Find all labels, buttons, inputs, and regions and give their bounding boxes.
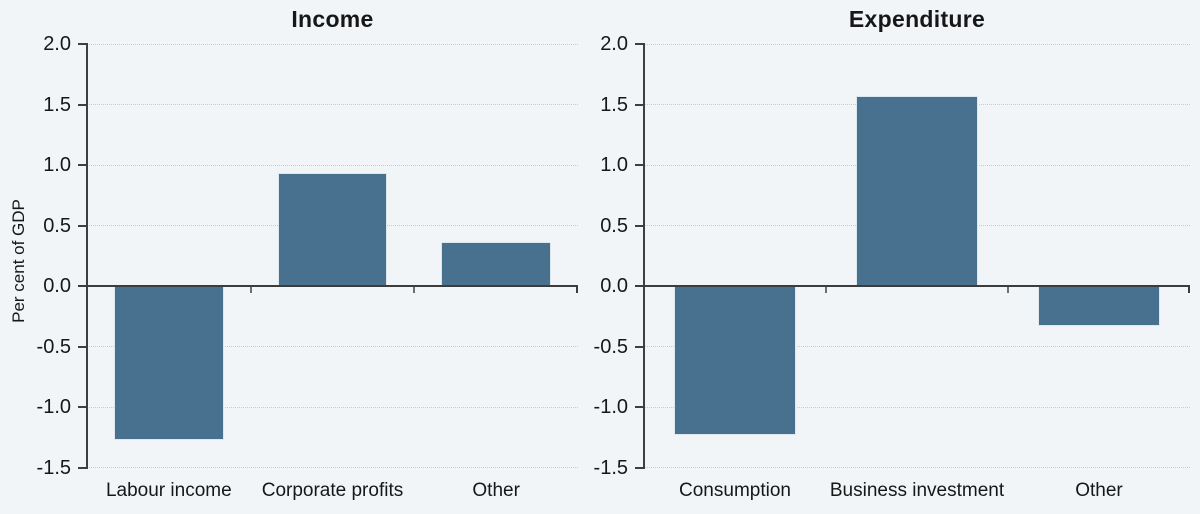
zero-axis-line [78, 285, 578, 287]
y-tick-mark [78, 164, 86, 166]
category-label: Labour income [105, 479, 232, 501]
y-tick-label: 0.5 [43, 214, 71, 237]
y-tick-label: 2.0 [43, 33, 71, 55]
y-tick-mark [635, 224, 643, 227]
y-tick-label: 0.5 [600, 214, 628, 237]
bar-business-investment [856, 96, 978, 286]
y-tick-label: 1.5 [600, 93, 628, 116]
zero-axis-end-tick [1188, 285, 1190, 293]
y-tick-mark [78, 103, 86, 106]
y-tick-label: -1.0 [36, 396, 71, 418]
income-panel-title: Income [291, 6, 374, 32]
y-tick-mark [635, 345, 643, 348]
y-tick-mark [78, 466, 86, 469]
category-label: Business investment [829, 479, 1005, 501]
y-axis-spine [86, 43, 88, 469]
y-tick-mark [635, 164, 643, 166]
category-boundary-tick [249, 287, 252, 293]
bar-other [1038, 286, 1160, 326]
y-tick-label: -1.5 [36, 456, 71, 479]
gridline [644, 346, 1190, 347]
zero-axis-end-tick [576, 285, 578, 293]
y-tick-mark [78, 406, 86, 408]
y-tick-mark [635, 103, 643, 106]
category-boundary-tick [413, 287, 416, 293]
category-boundary-tick [825, 287, 827, 293]
gridline [87, 164, 578, 166]
y-tick-mark [635, 43, 643, 45]
bar-consumption [674, 286, 796, 435]
y-tick-label: 1.5 [43, 93, 71, 116]
y-tick-label: -1.0 [593, 396, 628, 418]
category-label: Other [1075, 479, 1123, 501]
y-tick-mark [635, 406, 643, 408]
income-plot-area: 2.0 1.5 1.0 0.5 0.0 -0.5 -1.0 -1.5 Labour income… [37, 33, 578, 501]
gridline [87, 43, 578, 45]
gridline [87, 104, 578, 105]
y-tick-label: 1.0 [600, 154, 628, 176]
gridline [87, 346, 578, 347]
expenditure-plot-area: 2.0 1.5 1.0 0.5 0.0 -0.5 -1.0 -1.5 Consumption Bu… [594, 33, 1190, 501]
y-tick-label: 0.0 [600, 275, 628, 297]
y-tick-label: -0.5 [36, 335, 71, 358]
bar-labour-income [114, 286, 224, 440]
expenditure-panel-title: Expenditure [848, 6, 986, 32]
category-label: Consumption [679, 479, 791, 501]
category-label: Corporate profits [261, 479, 404, 501]
gridline [87, 467, 578, 468]
zero-axis-line [635, 285, 1190, 287]
category-label: Other [472, 479, 520, 501]
y-tick-mark [635, 466, 643, 469]
gridline [644, 406, 1190, 408]
y-axis-label: Per cent of GDP [9, 199, 28, 323]
y-tick-label: 1.0 [43, 154, 71, 176]
y-tick-mark [78, 345, 86, 348]
category-boundary-tick [1007, 287, 1009, 293]
gridline [644, 467, 1190, 468]
gridline [87, 406, 578, 408]
gridline [644, 43, 1190, 45]
y-tick-mark [78, 43, 86, 45]
y-tick-label: 0.0 [43, 275, 71, 297]
y-axis-spine [643, 43, 645, 469]
y-tick-label: -0.5 [593, 335, 628, 358]
y-tick-label: 2.0 [600, 33, 628, 55]
bar-other [441, 242, 551, 286]
y-tick-mark [78, 224, 86, 227]
bar-corporate-profits [277, 173, 388, 286]
y-tick-label: -1.5 [593, 456, 628, 479]
